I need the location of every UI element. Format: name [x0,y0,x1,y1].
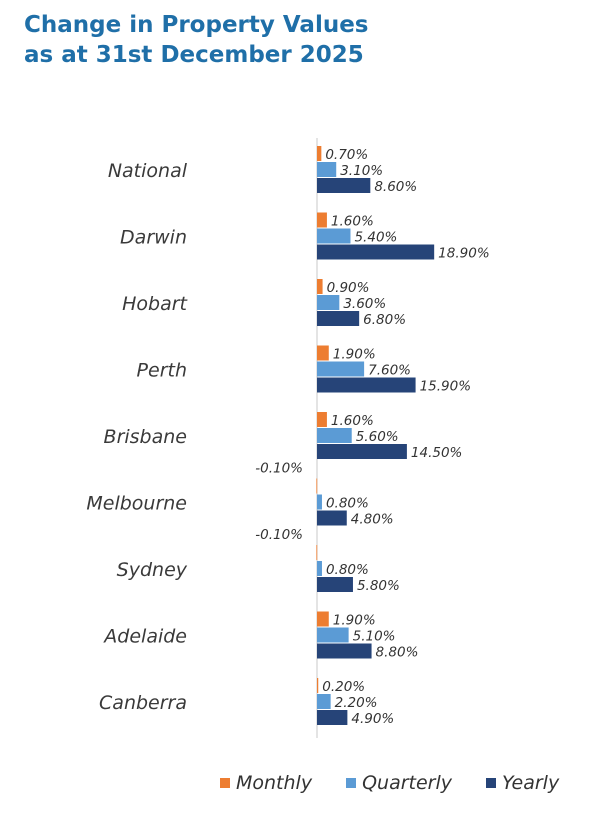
bar-perth-monthly [317,345,329,361]
legend-label-quarterly: Quarterly [362,772,453,794]
bar-hobart-yearly [317,311,360,326]
data-label-hobart-monthly: 0.90% [327,280,370,296]
bar-canberra-monthly [317,678,319,693]
bar-canberra-yearly [317,710,348,725]
legend-item-monthly: Monthly [220,772,312,794]
legend-swatch-quarterly [346,778,357,788]
data-label-sydney-monthly: -0.10% [255,527,303,543]
data-label-perth-monthly: 1.90% [333,347,376,363]
bar-melbourne-monthly [316,478,318,494]
chart-title-line-2: as at 31st December 2025 [24,42,364,68]
bar-adelaide-quarterly [317,627,349,643]
data-label-national-quarterly: 3.10% [340,163,383,179]
data-label-darwin-monthly: 1.60% [331,214,374,230]
data-label-hobart-yearly: 6.80% [363,312,406,328]
legend-swatch-monthly [220,778,230,788]
data-label-brisbane-monthly: 1.60% [331,413,374,429]
bar-national-yearly [317,178,371,193]
bar-sydney-yearly [317,577,353,592]
data-label-perth-yearly: 15.90% [420,379,471,395]
bar-hobart-quarterly [317,295,340,310]
data-label-sydney-yearly: 5.80% [357,578,400,594]
data-label-canberra-quarterly: 2.20% [335,695,378,711]
category-label-darwin: Darwin [120,227,187,249]
data-label-darwin-quarterly: 5.40% [354,230,397,246]
bar-perth-yearly [317,377,416,393]
category-label-national: National [108,160,188,182]
bar-adelaide-monthly [317,611,329,627]
bar-darwin-quarterly [317,228,351,244]
data-label-national-yearly: 8.60% [374,179,417,195]
data-label-canberra-yearly: 4.90% [351,711,394,727]
bar-national-monthly [317,146,322,161]
data-label-adelaide-monthly: 1.90% [333,613,376,629]
data-label-melbourne-monthly: -0.10% [255,461,303,477]
bar-darwin-monthly [317,212,327,228]
bar-sydney-quarterly [317,561,322,576]
legend-label-monthly: Monthly [236,772,313,794]
data-label-melbourne-yearly: 4.80% [351,512,394,528]
category-label-melbourne: Melbourne [86,493,187,515]
category-label-hobart: Hobart [122,293,188,315]
data-label-adelaide-quarterly: 5.10% [353,629,396,645]
bar-brisbane-yearly [317,444,407,459]
bar-sydney-monthly [316,545,318,560]
data-label-perth-quarterly: 7.60% [368,363,411,379]
legend-label-yearly: Yearly [502,772,560,794]
bar-national-quarterly [317,162,337,177]
bar-melbourne-yearly [317,510,347,526]
data-label-brisbane-quarterly: 5.60% [356,429,399,445]
chart-title: Change in Property Values as at 31st Dec… [24,10,369,70]
bar-canberra-quarterly [317,694,331,709]
category-label-perth: Perth [137,360,187,382]
chart-legend: Monthly Quarterly Yearly [220,772,559,794]
bar-brisbane-quarterly [317,428,352,443]
data-label-adelaide-yearly: 8.80% [376,645,419,661]
chart-title-line-1: Change in Property Values [24,12,369,38]
data-label-hobart-quarterly: 3.60% [343,296,386,312]
bar-perth-quarterly [317,361,365,377]
category-label-adelaide: Adelaide [102,626,187,648]
bar-melbourne-quarterly [317,494,322,510]
category-label-canberra: Canberra [99,692,187,714]
legend-item-yearly: Yearly [486,772,559,794]
data-label-melbourne-quarterly: 0.80% [326,496,369,512]
bar-adelaide-yearly [317,643,372,659]
bar-brisbane-monthly [317,412,327,427]
legend-swatch-yearly [486,778,497,788]
category-label-sydney: Sydney [117,559,188,581]
data-label-canberra-monthly: 0.20% [322,679,365,695]
data-label-sydney-quarterly: 0.80% [326,562,369,578]
data-label-brisbane-yearly: 14.50% [411,445,462,461]
legend-item-quarterly: Quarterly [346,772,452,794]
bar-chart: National0.70%3.10%8.60%Darwin1.60%5.40%1… [86,138,490,738]
category-label-brisbane: Brisbane [104,426,187,448]
data-label-national-monthly: 0.70% [325,147,368,163]
bar-hobart-monthly [317,279,323,294]
data-label-darwin-yearly: 18.90% [438,246,489,262]
bar-darwin-yearly [317,244,435,260]
